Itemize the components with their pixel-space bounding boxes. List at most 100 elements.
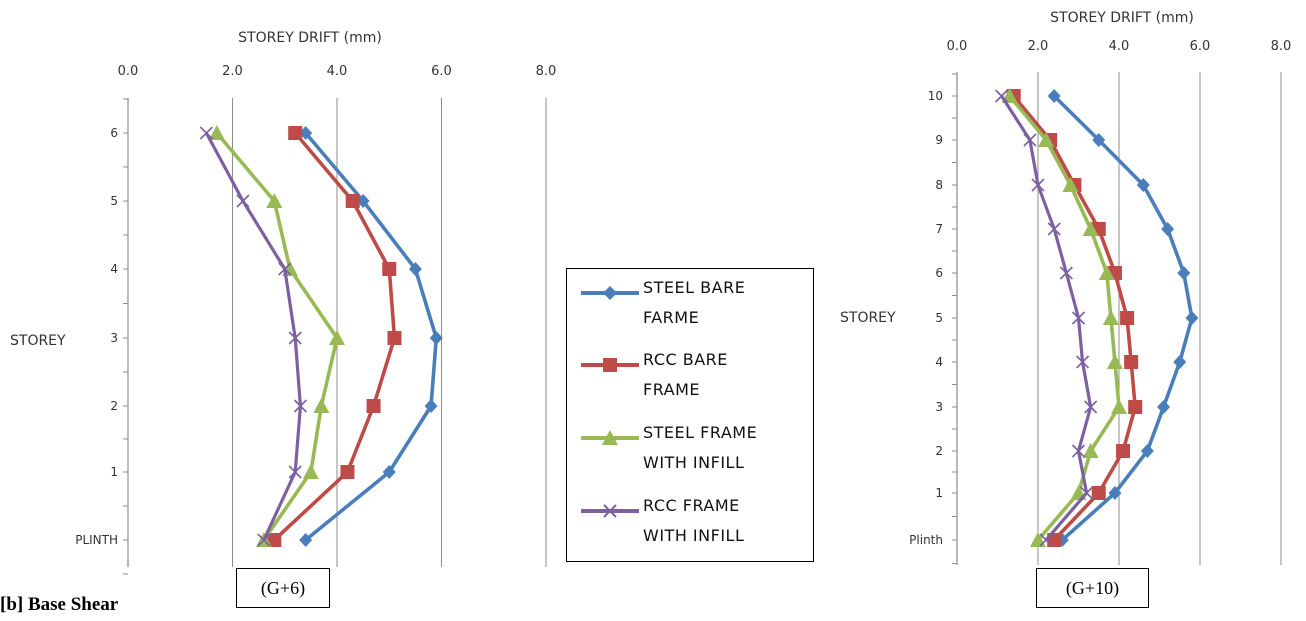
data-point [257, 533, 271, 547]
legend-swatch-steel-bare [581, 286, 639, 300]
x-tick-label: 8.0 [1271, 39, 1292, 54]
data-point [1071, 444, 1086, 458]
data-point [302, 464, 319, 479]
data-point [293, 399, 307, 413]
series-line [1012, 94, 1137, 542]
x-tick-label: 0.0 [947, 39, 968, 54]
data-point [1173, 355, 1187, 369]
marker-stroke [1075, 355, 1090, 369]
data-point [340, 465, 355, 479]
y-tick-label: 1 [110, 465, 118, 479]
data-point [1047, 89, 1061, 103]
legend-swatch-steel-infill [581, 430, 639, 445]
y-axis-title: STOREY [10, 333, 66, 349]
data-point [356, 194, 370, 208]
data-point [1023, 133, 1037, 147]
data-point [288, 331, 302, 345]
data-point [1092, 133, 1106, 147]
data-point [1038, 132, 1055, 147]
data-point [236, 194, 250, 208]
legend-label-line1: RCC FRAME [643, 496, 740, 515]
data-point [1071, 311, 1086, 325]
data-point [329, 330, 345, 345]
data-point [1185, 311, 1199, 325]
legend-label-line1: RCC BARE [643, 350, 728, 369]
y-tick-label: 3 [110, 331, 118, 345]
marker-stroke [288, 465, 302, 479]
data-point [1102, 310, 1119, 325]
chart-legend: STEEL BARE FARME RCC BARE FRAME STEEL FRAM… [566, 268, 814, 562]
data-point [267, 533, 282, 547]
x-tick-label: 6.0 [1190, 39, 1211, 54]
caption-g10: (G+10) [1036, 568, 1149, 608]
legend-label-line1: STEEL BARE [643, 278, 746, 297]
x-axis-title: STOREY DRIFT (mm) [1050, 10, 1194, 26]
data-point [1116, 444, 1131, 458]
data-point [1161, 222, 1175, 236]
data-point [1082, 443, 1099, 458]
data-point [387, 331, 402, 345]
caption-g6: (G+6) [236, 568, 330, 608]
data-point [994, 89, 1009, 103]
legend-item-rcc-bare-frame: RCC BARE FRAME [567, 341, 813, 411]
data-point [1157, 400, 1171, 414]
data-point [1136, 178, 1150, 192]
marker-stroke [1047, 222, 1061, 236]
marker-stroke [199, 126, 213, 140]
data-point [1039, 533, 1053, 547]
marker-stroke [994, 89, 1009, 103]
data-point [288, 465, 302, 479]
y-tick-label: 4 [935, 355, 943, 369]
data-point [1075, 355, 1090, 369]
x-tick-label: 8.0 [536, 64, 557, 79]
y-tick-label: 4 [110, 262, 118, 276]
data-point [266, 193, 283, 208]
x-tick-label: 2.0 [222, 64, 243, 79]
marker-stroke [1080, 486, 1094, 500]
data-point [208, 125, 225, 140]
y-tick-label: 2 [110, 399, 118, 413]
legend-label-line2: FARME [643, 308, 700, 327]
data-point [408, 262, 422, 276]
legend-label-line2: WITH INFILL [643, 526, 745, 545]
legend-swatch-rcc-bare [581, 358, 639, 372]
legend-item-steel-bare-frame: STEEL BARE FARME [567, 269, 813, 339]
data-point [299, 533, 313, 547]
data-point [1140, 444, 1154, 458]
y-tick-label: 5 [110, 194, 118, 208]
marker-stroke [1031, 178, 1045, 192]
data-point [429, 331, 443, 345]
x-tick-label: 4.0 [1109, 39, 1130, 54]
marker-stroke [288, 331, 302, 345]
y-tick-label: 3 [935, 400, 943, 414]
y-tick-label: 8 [935, 178, 943, 192]
y-tick-label: 7 [935, 222, 943, 236]
data-point [1062, 177, 1079, 192]
data-point [1120, 311, 1135, 325]
data-point [1108, 486, 1122, 500]
y-tick-label: 6 [110, 126, 118, 140]
series-line [215, 131, 339, 542]
series-line [304, 131, 439, 542]
marker-stroke [1023, 133, 1037, 147]
data-point [1031, 178, 1045, 192]
y-tick-label: PLINTH [75, 533, 118, 547]
data-point [278, 262, 292, 276]
data-point [366, 399, 381, 413]
data-point [1091, 486, 1106, 500]
marker-stroke [1071, 444, 1086, 458]
data-point [1047, 222, 1061, 236]
y-tick-label: 1 [935, 486, 943, 500]
data-point [1084, 400, 1098, 414]
y-tick-label: 9 [935, 133, 943, 147]
data-point [382, 262, 397, 276]
data-point [1082, 221, 1099, 236]
data-point [345, 194, 360, 208]
marker-stroke [278, 262, 292, 276]
x-tick-label: 6.0 [431, 64, 452, 79]
data-point [424, 399, 438, 413]
x-tick-label: 4.0 [327, 64, 348, 79]
marker-stroke [1084, 400, 1098, 414]
data-point [288, 126, 303, 140]
